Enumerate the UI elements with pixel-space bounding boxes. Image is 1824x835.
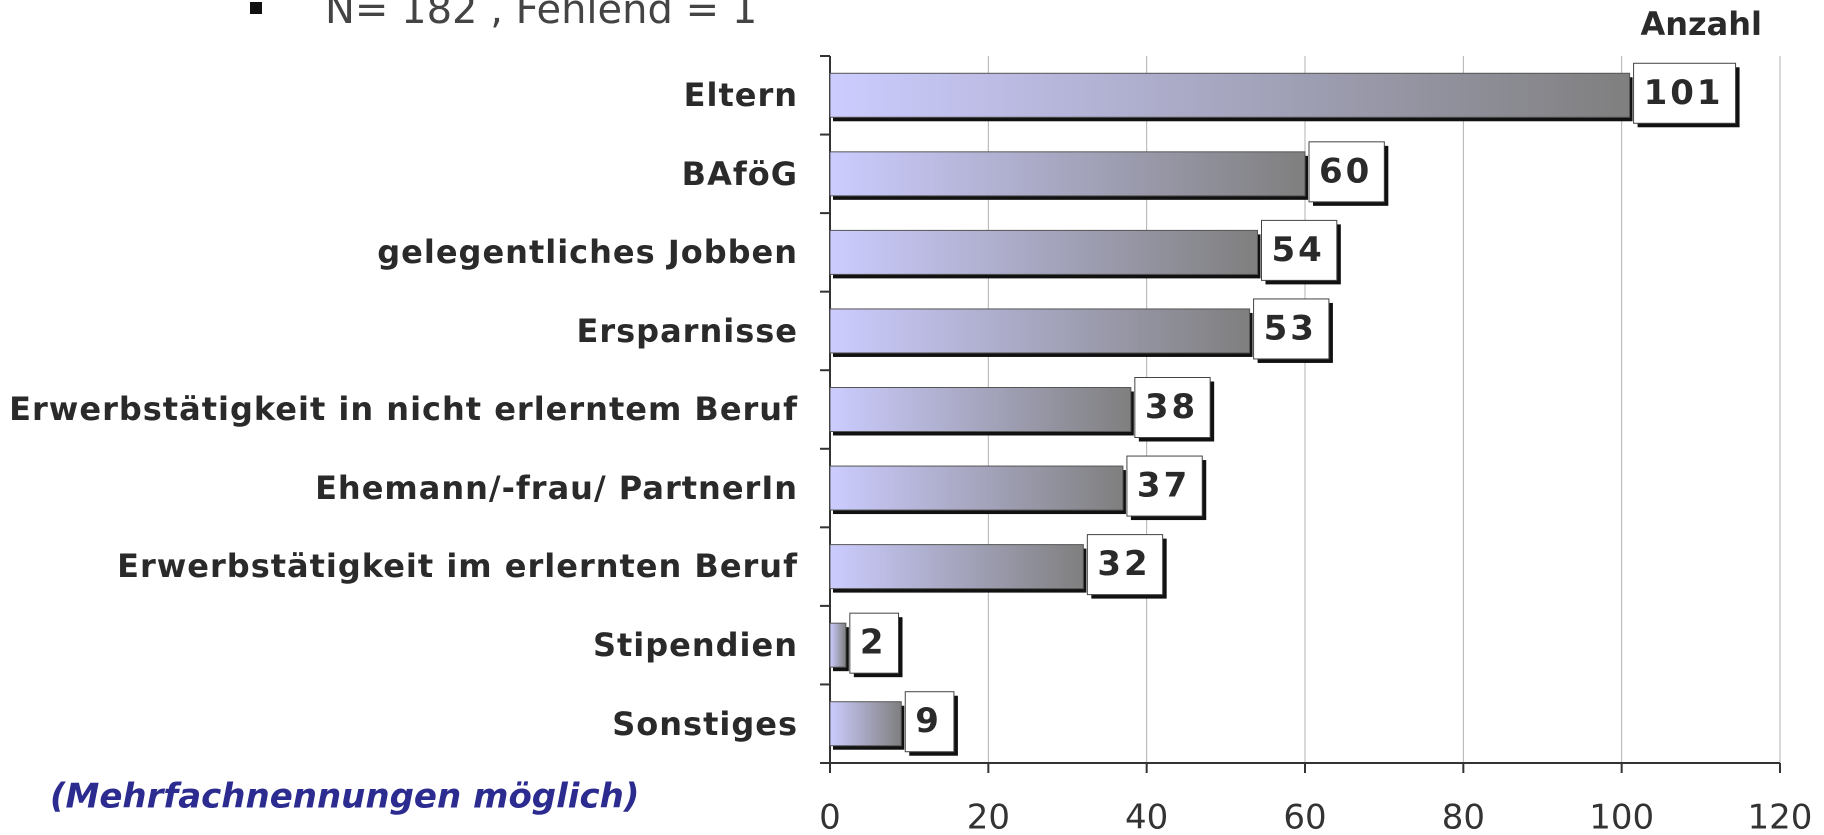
value-label-box xyxy=(1261,219,1338,281)
category-label: Erwerbstätigkeit im erlernten Beruf xyxy=(117,547,798,586)
value-label: 9 xyxy=(915,701,942,741)
subtitle: N= 182 , Fehlend = 1 xyxy=(325,0,757,33)
category-label: Erwerbstätigkeit in nicht erlerntem Beru… xyxy=(9,390,798,429)
value-label-box xyxy=(1253,298,1330,360)
bar xyxy=(829,622,847,668)
category-label: Stipendien xyxy=(592,625,798,664)
value-label-box xyxy=(1633,62,1737,124)
category-label: gelegentliches Jobben xyxy=(377,233,798,272)
x-axis-title: Anzahl xyxy=(1640,5,1762,43)
value-label: 101 xyxy=(1644,73,1724,113)
category-label: Ehemann/-frau/ PartnerIn xyxy=(315,468,798,507)
x-tick-label: 100 xyxy=(1589,798,1654,835)
value-label: 53 xyxy=(1264,308,1317,348)
category-label: Ersparnisse xyxy=(576,311,798,350)
bar xyxy=(829,465,1124,511)
category-label: BAföG xyxy=(681,154,798,193)
value-label-box xyxy=(1134,377,1211,438)
value-label: 2 xyxy=(860,623,887,663)
annotation: (Mehrfachnennungen möglich) xyxy=(50,777,639,817)
value-label: 32 xyxy=(1097,544,1150,584)
bar xyxy=(829,544,1084,590)
x-tick-label: 80 xyxy=(1442,798,1485,835)
x-tick-label: 120 xyxy=(1748,798,1813,835)
category-label: Eltern xyxy=(683,76,798,115)
bar xyxy=(829,151,1306,197)
value-label-box xyxy=(1086,534,1164,596)
value-label: 54 xyxy=(1272,230,1325,270)
bar xyxy=(829,701,902,747)
bar xyxy=(829,72,1631,118)
value-label-box xyxy=(904,691,955,753)
x-tick-label: 60 xyxy=(1283,798,1326,835)
value-label: 37 xyxy=(1137,466,1190,506)
category-label: Sonstiges xyxy=(612,704,798,743)
value-label-box xyxy=(1308,141,1385,203)
bar xyxy=(829,308,1251,354)
value-label-box xyxy=(849,612,900,674)
x-tick-label: 40 xyxy=(1125,798,1168,835)
x-tick-label: 20 xyxy=(967,798,1010,835)
bar xyxy=(829,387,1132,432)
bar xyxy=(829,229,1258,275)
value-label-box xyxy=(1126,455,1203,517)
bullet xyxy=(250,2,262,14)
x-tick-label: 0 xyxy=(819,798,841,835)
value-label: 38 xyxy=(1145,387,1198,427)
value-label: 60 xyxy=(1319,151,1372,191)
